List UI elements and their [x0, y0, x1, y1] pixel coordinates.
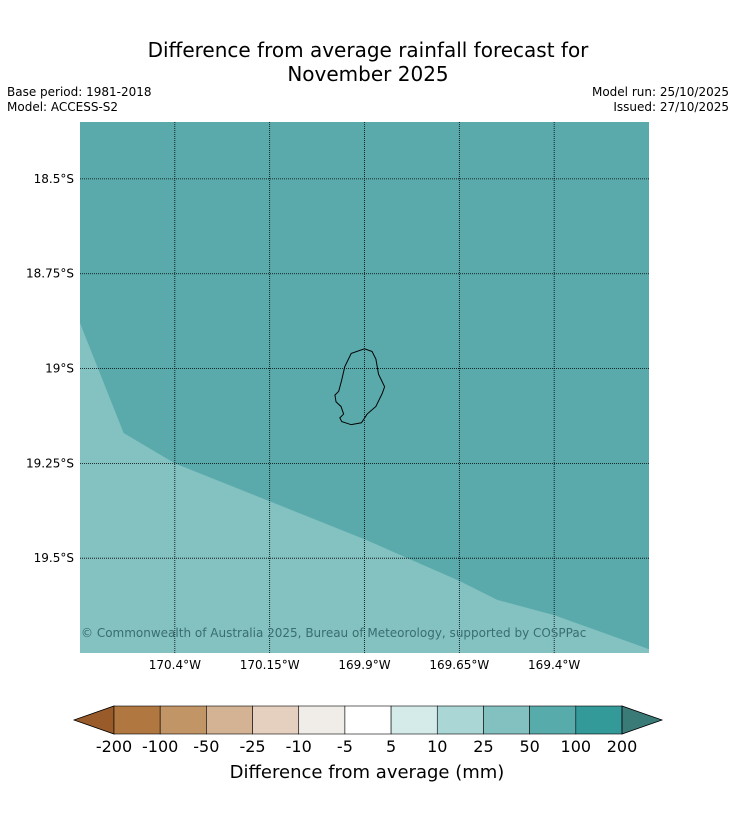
colorbar-segment-7 [436, 705, 484, 735]
colorbar: -200 -100 -50 -25 -10 -5 5 10 25 50 100 200 [72, 705, 664, 756]
colorbar-extend-high [621, 705, 664, 735]
copyright-text: © Commonwealth of Australia 2025, Bureau… [81, 626, 586, 640]
model-run: Model run: 25/10/2025 [591, 85, 729, 99]
lat-tick-label-2: 19°S [45, 362, 74, 376]
meta-right: Model run: 25/10/2025 Issued: 27/10/2025 [592, 85, 729, 115]
lat-tick-label-4: 19.5°S [34, 551, 74, 565]
colorbar-tick-label-6: 5 [386, 737, 396, 756]
lat-tick-label-3: 19.25°S [26, 456, 74, 470]
base-period: Base period: 1981-2018 [7, 85, 152, 99]
lon-tick-label-4: 169.4°W [528, 658, 580, 672]
colorbar-extend-low [72, 705, 115, 735]
colorbar-segment-8 [483, 705, 530, 735]
colorbar-segment-1 [159, 705, 207, 735]
colorbar-tick-label-3: -25 [239, 737, 265, 756]
niue-island [334, 348, 386, 426]
issued-date: Issued: 27/10/2025 [613, 100, 729, 114]
lon-tick-label-0: 170.4°W [149, 658, 201, 672]
lon-tick-label-3: 169.65°W [429, 658, 489, 672]
colorbar-segment-6 [390, 705, 438, 735]
lat-tick-label-0: 18.5°S [34, 172, 74, 186]
colorbar-tick-label-8: 25 [473, 737, 493, 756]
colorbar-tick-label-11: 200 [607, 737, 638, 756]
colorbar-segment-9 [529, 705, 577, 735]
colorbar-tick-label-2: -50 [193, 737, 219, 756]
colorbar-tick-label-4: -10 [286, 737, 312, 756]
colorbar-tick-label-9: 50 [519, 737, 539, 756]
lon-tick-label-2: 169.9°W [338, 658, 390, 672]
lat-tick-label-1: 18.75°S [26, 267, 74, 281]
colorbar-segment-10 [575, 705, 623, 735]
colorbar-segment-4 [298, 705, 346, 735]
map-area [80, 122, 649, 653]
anomaly-region-25-50 [80, 323, 649, 653]
title-line-1: Difference from average rainfall forecas… [147, 38, 589, 62]
gridlines [80, 122, 649, 653]
colorbar-tick-label-1: -100 [142, 737, 178, 756]
colorbar-tick-label-10: 100 [561, 737, 592, 756]
chart-title: Difference from average rainfall forecas… [0, 38, 736, 86]
colorbar-tick-label-7: 10 [427, 737, 447, 756]
colorbar-segment-3 [252, 705, 300, 735]
lon-tick-label-1: 170.15°W [240, 658, 300, 672]
colorbar-tick-label-5: -5 [337, 737, 353, 756]
colorbar-segment-2 [206, 705, 253, 735]
title-line-2: November 2025 [287, 62, 449, 86]
tick-labels: 170.4°W 170.15°W 169.9°W 169.65°W 169.4°W 18.… [26, 172, 580, 672]
colorbar-segment-5 [344, 705, 392, 735]
meta-left: Base period: 1981-2018 Model: ACCESS-S2 [7, 85, 152, 115]
colorbar-segment-0 [113, 705, 161, 735]
model-name: Model: ACCESS-S2 [7, 100, 119, 114]
colorbar-tick-label-0: -200 [96, 737, 132, 756]
colorbar-title: Difference from average (mm) [230, 762, 505, 783]
